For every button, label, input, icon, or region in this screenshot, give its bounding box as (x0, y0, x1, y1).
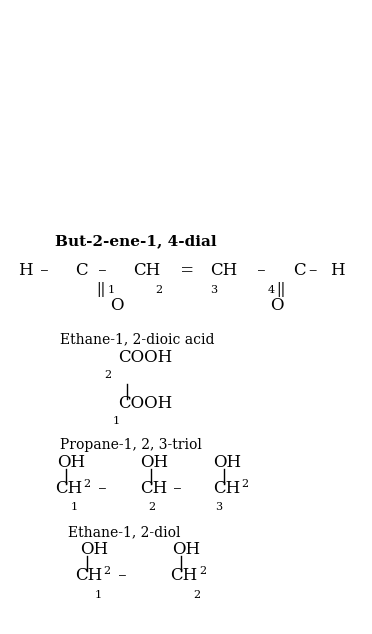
Text: 2: 2 (193, 590, 200, 600)
Text: 1: 1 (108, 285, 115, 295)
Text: 2: 2 (155, 285, 162, 295)
Text: 2: 2 (104, 370, 111, 380)
Text: But-2-ene-1, 4-dial: But-2-ene-1, 4-dial (55, 234, 217, 248)
Text: 1: 1 (113, 416, 120, 426)
Text: ||: || (96, 282, 105, 297)
Text: ||: || (276, 282, 285, 297)
Text: 3: 3 (210, 285, 217, 295)
Text: –: – (168, 480, 187, 497)
Text: –: – (308, 262, 316, 279)
Text: H: H (330, 262, 344, 279)
Text: –: – (113, 567, 132, 584)
Text: –: – (35, 262, 54, 279)
Text: –: – (93, 480, 112, 497)
Text: CH: CH (140, 480, 167, 497)
Text: 3: 3 (215, 502, 222, 512)
Text: COOH: COOH (118, 395, 172, 412)
Text: 2: 2 (199, 566, 206, 576)
Text: Propane-1, 2, 3-triol: Propane-1, 2, 3-triol (60, 438, 202, 452)
Text: H: H (18, 262, 33, 279)
Text: =: = (175, 262, 199, 279)
Text: CH: CH (133, 262, 160, 279)
Text: 1: 1 (95, 590, 102, 600)
Text: OH: OH (80, 541, 108, 558)
Text: 2: 2 (148, 502, 155, 512)
Text: CH: CH (210, 262, 237, 279)
Text: 4: 4 (268, 285, 275, 295)
Text: OH: OH (172, 541, 200, 558)
Text: Ethane-1, 2-dioic acid: Ethane-1, 2-dioic acid (60, 332, 215, 346)
Text: C: C (75, 262, 88, 279)
Text: –: – (93, 262, 112, 279)
Text: CH: CH (213, 480, 240, 497)
Text: CH: CH (75, 567, 102, 584)
Text: OH: OH (213, 454, 241, 471)
Text: O: O (110, 297, 124, 314)
Text: COOH: COOH (118, 349, 172, 366)
Text: –: – (252, 262, 271, 279)
Text: CH: CH (55, 480, 82, 497)
Text: OH: OH (140, 454, 168, 471)
Text: 2: 2 (103, 566, 110, 576)
Text: C: C (293, 262, 306, 279)
Text: Ethane-1, 2-diol: Ethane-1, 2-diol (68, 525, 180, 539)
Text: 2: 2 (83, 479, 90, 489)
Text: CH: CH (170, 567, 197, 584)
Text: 2: 2 (241, 479, 248, 489)
Text: OH: OH (57, 454, 85, 471)
Text: O: O (270, 297, 283, 314)
Text: 1: 1 (71, 502, 78, 512)
